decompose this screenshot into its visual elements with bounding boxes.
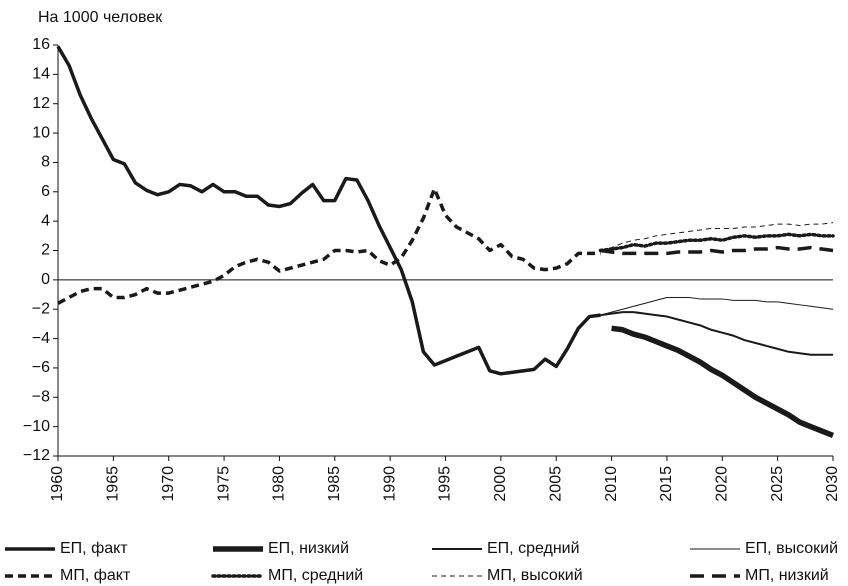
legend-label: МП, средний <box>268 567 363 584</box>
legend-label: МП, факт <box>60 567 131 584</box>
y-tick-label: 12 <box>32 95 50 112</box>
series-line <box>600 296 834 316</box>
x-tick-label: 2000 <box>492 466 509 502</box>
x-tick-label: 2030 <box>824 466 841 502</box>
x-tick-label: 1970 <box>160 466 177 502</box>
legend-label: ЕП, высокий <box>745 540 838 557</box>
x-tick-label: 1980 <box>271 466 288 502</box>
x-tick-label: 2015 <box>658 466 675 502</box>
series-line <box>611 325 835 439</box>
legend-label: ЕП, средний <box>487 540 580 557</box>
x-tick-label: 2025 <box>769 466 786 502</box>
legend-label: МП, низкий <box>745 567 829 584</box>
x-tick-label: 1990 <box>381 466 398 502</box>
x-tick-label: 2005 <box>547 466 564 502</box>
x-tick-label: 1985 <box>326 466 343 502</box>
x-tick-label: 1965 <box>105 466 122 502</box>
y-tick-label: 2 <box>41 242 50 259</box>
chart-title: На 1000 человек <box>38 9 163 26</box>
y-tick-label: 8 <box>41 154 50 171</box>
y-tick-label: 0 <box>41 271 50 288</box>
y-tick-label: 6 <box>41 183 50 200</box>
x-tick-label: 1960 <box>49 466 66 502</box>
y-tick-label: −6 <box>32 359 50 376</box>
y-tick-label: −8 <box>32 389 50 406</box>
y-tick-label: 14 <box>32 66 50 83</box>
y-tick-label: 10 <box>32 124 50 141</box>
x-tick-label: 1995 <box>437 466 454 502</box>
series-line <box>600 222 834 251</box>
legend-label: ЕП, низкий <box>268 540 349 557</box>
series-line <box>598 232 835 253</box>
x-tick-label: 2020 <box>714 466 731 502</box>
series-line <box>56 45 601 376</box>
x-tick-label: 1975 <box>215 466 232 502</box>
x-tick-label: 2010 <box>603 466 620 502</box>
series-line <box>600 311 833 356</box>
y-tick-label: 4 <box>41 212 50 229</box>
y-tick-label: −2 <box>32 300 50 317</box>
y-tick-label: 16 <box>32 36 50 53</box>
legend-label: ЕП, факт <box>60 540 128 557</box>
y-tick-label: −10 <box>23 418 50 435</box>
y-tick-label: −4 <box>32 330 50 347</box>
series-line <box>600 245 834 256</box>
legend-label: МП, высокий <box>487 567 583 584</box>
series-line <box>57 187 601 305</box>
y-tick-label: −12 <box>23 447 50 464</box>
